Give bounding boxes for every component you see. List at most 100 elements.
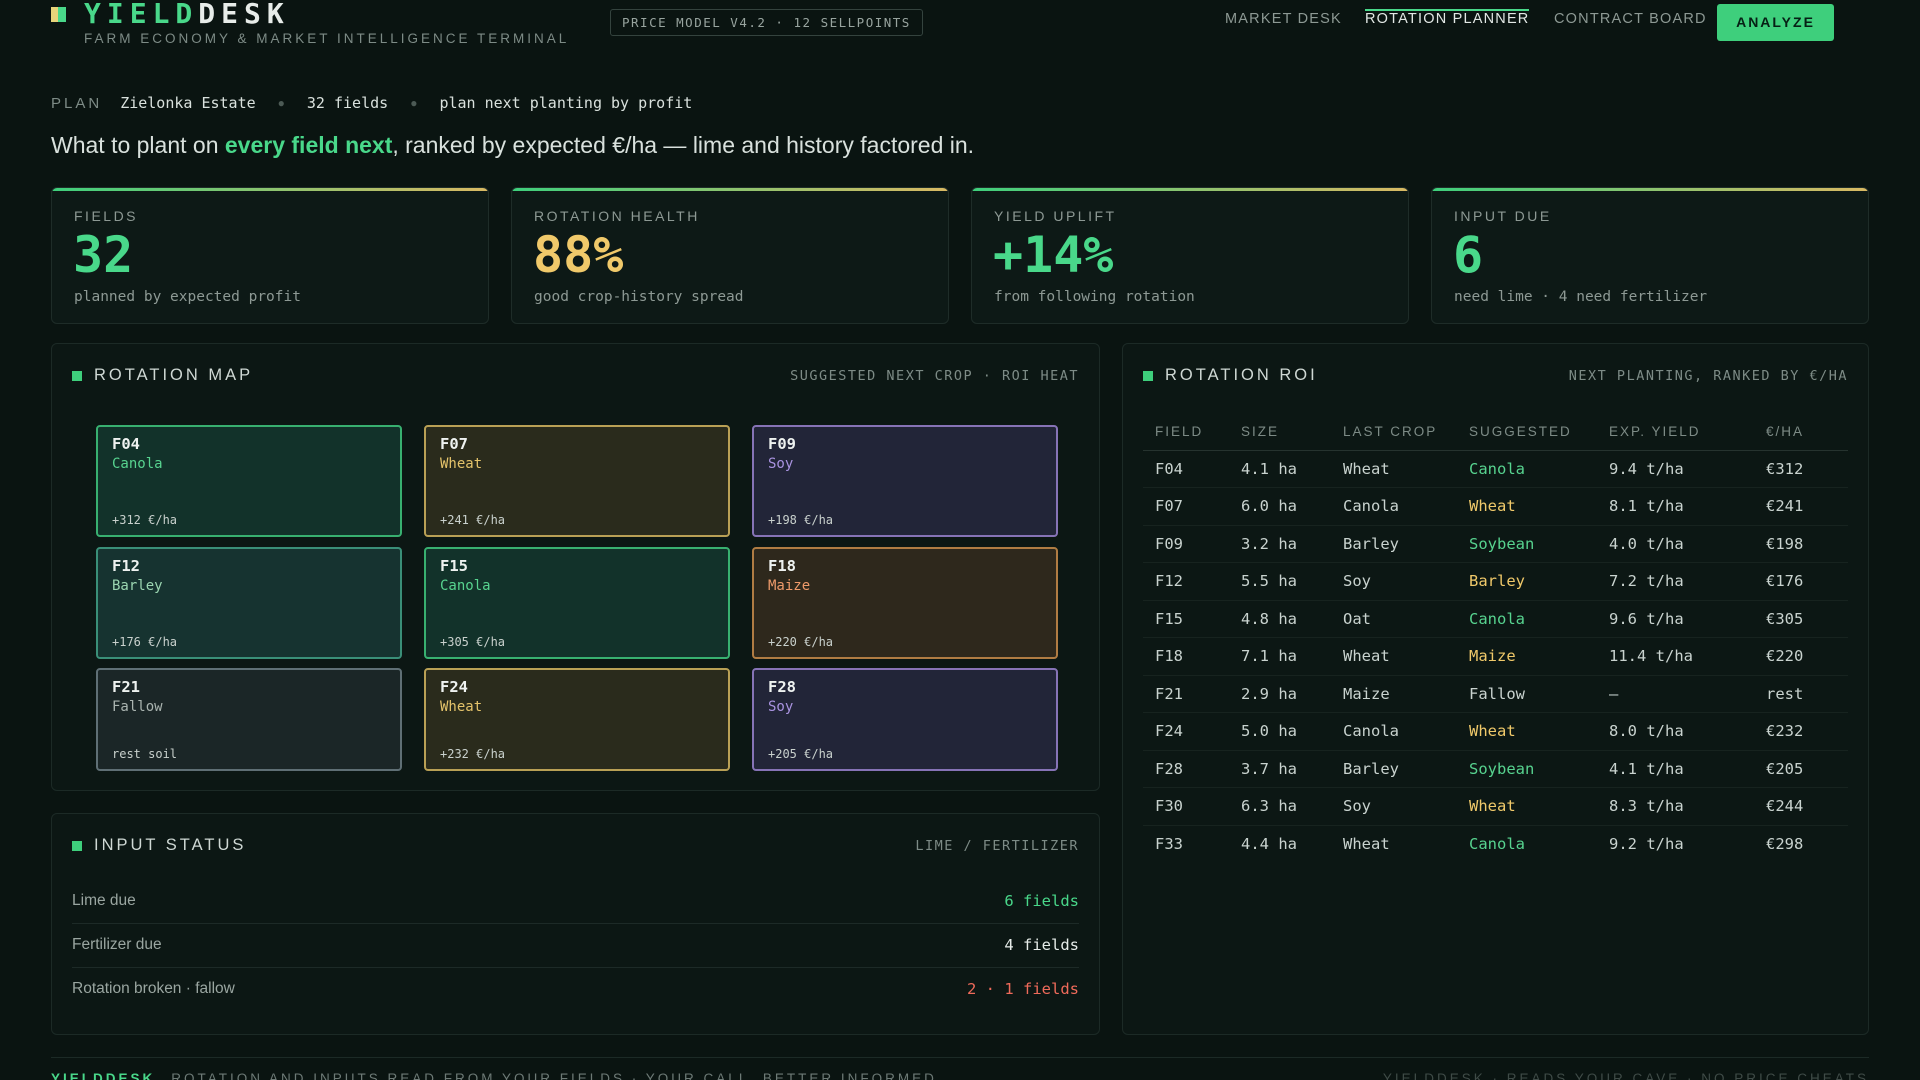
footer-note: YIELDDESK ROTATION AND INPUTS READ FROM Y… [51, 1071, 937, 1080]
status-label: Fertilizer due [72, 936, 162, 953]
cell-size: 3.7 ha [1229, 750, 1331, 788]
kpi-subtext: need lime · 4 need fertilizer [1454, 289, 1708, 305]
tile-field-id: F09 [768, 435, 796, 453]
kpi-value: +14% [993, 226, 1114, 284]
table-row[interactable]: F33 4.4 ha Wheat Canola 9.2 t/ha €298 [1143, 825, 1848, 863]
cell-exp-yield: 4.0 t/ha [1597, 525, 1754, 563]
rotation-roi-panel: ROTATION ROI NEXT PLANTING, RANKED BY €/… [1122, 343, 1869, 1035]
tile-field-id: F18 [768, 557, 796, 575]
kpi-value: 88% [533, 226, 624, 284]
cell-field: F21 [1143, 675, 1229, 713]
status-value: 6 fields [1004, 892, 1079, 910]
footer-credits: YIELDDESK · READS YOUR CAVE · NO PRICE C… [1382, 1071, 1869, 1080]
table-row[interactable]: F12 5.5 ha Soy Barley 7.2 t/ha €176 [1143, 562, 1848, 601]
column-header-field[interactable]: FIELD [1143, 414, 1229, 451]
analyze-button[interactable]: ANALYZE [1717, 4, 1834, 41]
cell-eur-per-ha: €220 [1754, 637, 1848, 676]
panel-title: ROTATION ROI [1143, 366, 1318, 385]
panel-meta: LIME / FERTILIZER [915, 838, 1079, 854]
cell-size: 5.5 ha [1229, 562, 1331, 601]
tile-field-id: F21 [112, 678, 140, 696]
table-row[interactable]: F15 4.8 ha Oat Canola 9.6 t/ha €305 [1143, 600, 1848, 638]
kpi-label: ROTATION HEALTH [534, 208, 700, 224]
column-header-eur-per-ha[interactable]: €/HA [1754, 414, 1848, 451]
field-tile[interactable]: F04 Canola +312 €/ha [96, 425, 402, 537]
table-row[interactable]: F21 2.9 ha Maize Fallow — rest [1143, 675, 1848, 713]
cell-field: F09 [1143, 525, 1229, 563]
column-header-suggested[interactable]: SUGGESTED [1457, 414, 1597, 451]
price-model-badge: PRICE MODEL V4.2 · 12 SELLPOINTS [610, 9, 923, 36]
logo-text-part2: DESK [198, 0, 290, 30]
cell-field: F28 [1143, 750, 1229, 788]
cell-exp-yield: 11.4 t/ha [1597, 637, 1754, 676]
tile-crop: Barley [112, 578, 163, 594]
status-label: Lime due [72, 892, 136, 909]
headline-accent: every field next [224, 132, 393, 158]
field-tile[interactable]: F09 Soy +198 €/ha [752, 425, 1058, 537]
cell-eur-per-ha: rest [1754, 675, 1848, 713]
cell-last-crop: Oat [1331, 600, 1457, 638]
column-header-exp-yield[interactable]: EXP. YIELD [1597, 414, 1754, 451]
footer-divider [51, 1057, 1869, 1058]
logo[interactable]: YIELDDESK [84, 0, 290, 30]
headline-text: What to plant on [51, 132, 225, 158]
table-row[interactable]: F18 7.1 ha Wheat Maize 11.4 t/ha €220 [1143, 637, 1848, 676]
separator-dot: ● [277, 96, 285, 110]
cell-size: 5.0 ha [1229, 712, 1331, 751]
field-tile[interactable]: F07 Wheat +241 €/ha [424, 425, 730, 537]
tile-roi: +205 €/ha [768, 747, 834, 761]
cell-suggested: Soybean [1457, 525, 1597, 563]
table-row[interactable]: F09 3.2 ha Barley Soybean 4.0 t/ha €198 [1143, 525, 1848, 563]
input-status-panel: INPUT STATUS LIME / FERTILIZER Lime due … [51, 813, 1100, 1035]
cell-field: F30 [1143, 787, 1229, 826]
field-tile[interactable]: F12 Barley +176 €/ha [96, 547, 402, 659]
tile-crop: Canola [440, 578, 491, 594]
nav-rotation-planner[interactable]: ROTATION PLANNER [1365, 9, 1530, 27]
table-row[interactable]: F30 6.3 ha Soy Wheat 8.3 t/ha €244 [1143, 787, 1848, 826]
field-tile[interactable]: F21 Fallow rest soil [96, 668, 402, 771]
cell-field: F18 [1143, 637, 1229, 676]
field-tile[interactable]: F24 Wheat +232 €/ha [424, 668, 730, 771]
cell-suggested: Maize [1457, 637, 1597, 676]
tile-roi: rest soil [112, 747, 178, 761]
kpi-label: YIELD UPLIFT [994, 208, 1117, 224]
column-header-size[interactable]: SIZE [1229, 414, 1331, 451]
table-row[interactable]: F24 5.0 ha Canola Wheat 8.0 t/ha €232 [1143, 712, 1848, 751]
field-tile[interactable]: F28 Soy +205 €/ha [752, 668, 1058, 771]
cell-size: 6.0 ha [1229, 487, 1331, 526]
cell-eur-per-ha: €176 [1754, 562, 1848, 601]
cell-eur-per-ha: €198 [1754, 525, 1848, 563]
cell-eur-per-ha: €312 [1754, 450, 1848, 488]
cell-last-crop: Wheat [1331, 450, 1457, 488]
tile-field-id: F15 [440, 557, 468, 575]
plan-estate[interactable]: Zielonka Estate [120, 94, 256, 112]
nav-contract-board[interactable]: CONTRACT BOARD [1554, 11, 1707, 27]
table-row[interactable]: F07 6.0 ha Canola Wheat 8.1 t/ha €241 [1143, 487, 1848, 526]
tile-roi: +312 €/ha [112, 513, 178, 527]
cell-size: 3.2 ha [1229, 525, 1331, 563]
kpi-label: FIELDS [74, 208, 139, 224]
cell-exp-yield: 4.1 t/ha [1597, 750, 1754, 788]
field-tile[interactable]: F15 Canola +305 €/ha [424, 547, 730, 659]
tile-crop: Soy [768, 699, 794, 715]
table-row[interactable]: F28 3.7 ha Barley Soybean 4.1 t/ha €205 [1143, 750, 1848, 788]
page-headline: What to plant on every field next, ranke… [51, 132, 974, 159]
headline-text-end: , ranked by expected €/ha — lime and his… [392, 132, 975, 158]
plan-label: PLAN [51, 94, 103, 112]
nav-market-desk[interactable]: MARKET DESK [1225, 11, 1342, 27]
cell-size: 4.8 ha [1229, 600, 1331, 638]
cell-field: F07 [1143, 487, 1229, 526]
panel-marker-icon [72, 370, 82, 381]
cell-eur-per-ha: €305 [1754, 600, 1848, 638]
column-header-last-crop[interactable]: LAST CROP [1331, 414, 1457, 451]
table-header-row: FIELD SIZE LAST CROP SUGGESTED EXP. YIEL… [1143, 414, 1848, 451]
cell-last-crop: Barley [1331, 525, 1457, 563]
panel-title-text: ROTATION ROI [1165, 366, 1318, 384]
tile-crop: Fallow [112, 699, 163, 715]
status-label: Rotation broken · fallow [72, 980, 235, 997]
cell-field: F04 [1143, 450, 1229, 488]
tile-field-id: F12 [112, 557, 140, 575]
table-row[interactable]: F04 4.1 ha Wheat Canola 9.4 t/ha €312 [1143, 450, 1848, 488]
field-tile[interactable]: F18 Maize +220 €/ha [752, 547, 1058, 659]
status-row-lime: Lime due 6 fields [72, 880, 1079, 924]
